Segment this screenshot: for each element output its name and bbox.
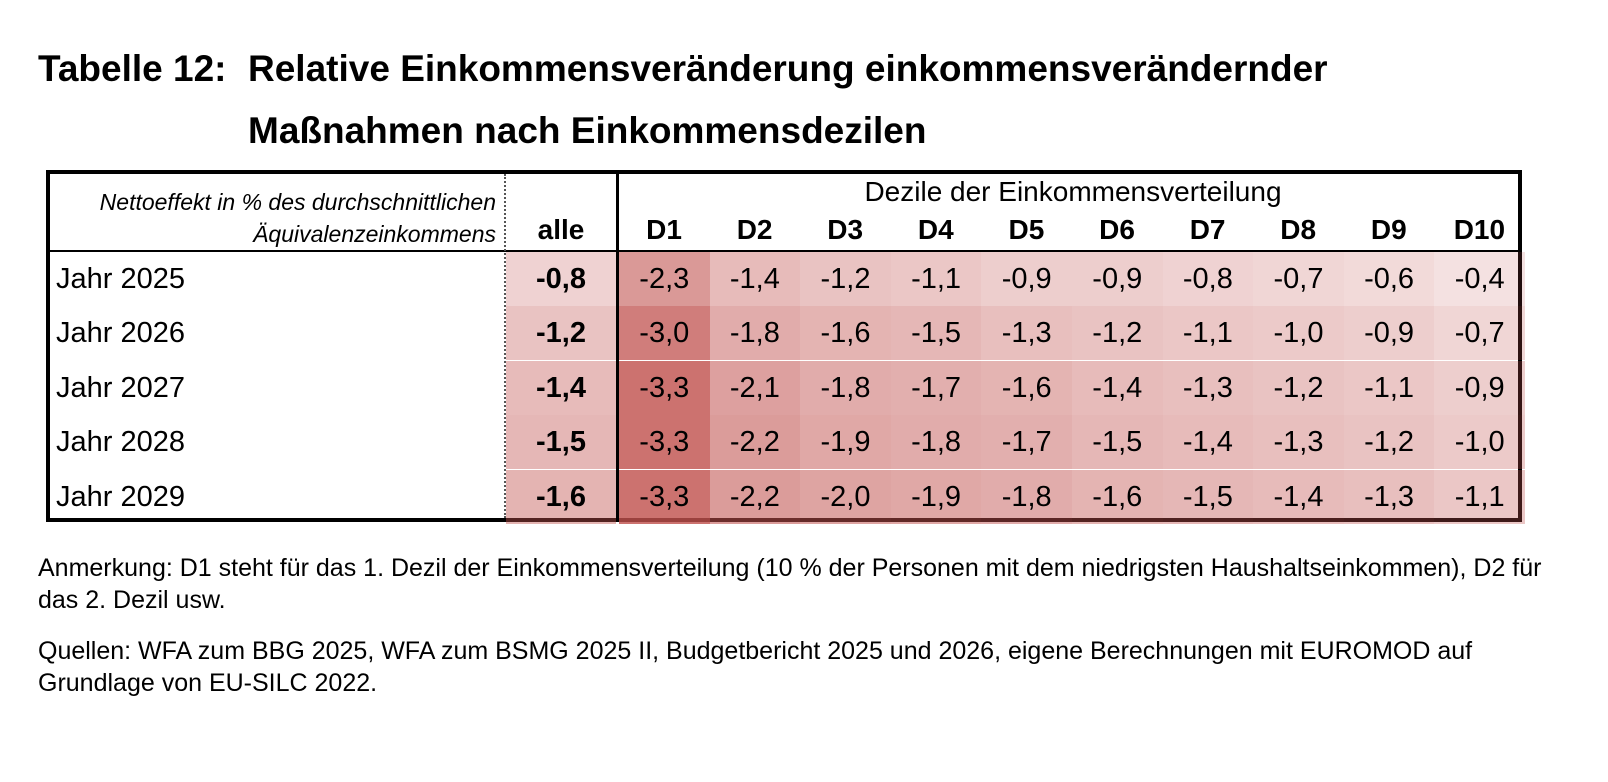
cell-d2: -2,2: [709, 415, 801, 470]
cell-d1: -3,3: [619, 415, 710, 470]
cell-d5: -1,3: [981, 306, 1072, 361]
cell-d4: -1,7: [890, 360, 982, 415]
column-header-d2: D2: [736, 214, 773, 245]
cell-d10: -1,0: [1434, 415, 1525, 470]
cell-d5: -0,9: [981, 252, 1072, 306]
cell-d6: -0,9: [1072, 252, 1163, 306]
cell-d6: -1,6: [1072, 469, 1163, 524]
deciles-title: Dezile der Einkommensverteilung: [864, 176, 1282, 207]
cell-d9: -0,9: [1343, 306, 1435, 361]
cell-d3: -1,9: [800, 415, 891, 470]
cell-d9: -0,6: [1343, 252, 1435, 306]
cell-d10: -0,9: [1434, 360, 1525, 415]
header-divider: [50, 250, 1518, 252]
cell-d5: -1,7: [981, 415, 1072, 470]
cell-d8: -1,2: [1253, 360, 1344, 415]
label-column-divider: [504, 174, 506, 518]
cell-d3: -1,6: [800, 306, 891, 361]
column-header-d1: D1: [646, 214, 682, 245]
cell-alle: -1,5: [506, 415, 616, 470]
cell-d2: -1,8: [709, 306, 801, 361]
cell-d6: -1,2: [1072, 306, 1163, 361]
cell-d2: -1,4: [709, 252, 801, 306]
header-note-line-2: Äquivalenzeinkommens: [253, 221, 496, 247]
cell-d8: -1,3: [1253, 415, 1344, 470]
cell-d2: -2,2: [709, 469, 801, 524]
cell-d2: -2,1: [709, 360, 801, 415]
cell-d3: -2,0: [800, 469, 891, 524]
cell-d9: -1,3: [1343, 469, 1435, 524]
column-header-d9: D9: [1370, 214, 1407, 245]
cell-d8: -1,0: [1253, 306, 1344, 361]
cell-d9: -1,1: [1343, 360, 1435, 415]
cell-d7: -0,8: [1162, 252, 1254, 306]
cell-d9: -1,2: [1343, 415, 1435, 470]
row-label: Jahr 2028: [56, 426, 185, 459]
cell-d7: -1,3: [1162, 360, 1254, 415]
cell-d4: -1,8: [890, 415, 982, 470]
cell-d6: -1,5: [1072, 415, 1163, 470]
column-header-d3: D3: [827, 214, 864, 245]
alle-column-divider: [616, 174, 619, 518]
column-header-d8: D8: [1280, 214, 1317, 245]
cell-d5: -1,6: [981, 360, 1072, 415]
cell-d8: -0,7: [1253, 252, 1344, 306]
title-line-2: Maßnahmen nach Einkommensdezilen: [248, 110, 927, 151]
cell-d1: -3,3: [619, 469, 710, 524]
cell-d1: -3,3: [619, 360, 710, 415]
cell-d4: -1,5: [890, 306, 982, 361]
column-header-d6: D6: [1099, 214, 1135, 245]
column-header-d5: D5: [1008, 214, 1045, 245]
column-header-d10: D10: [1453, 214, 1506, 245]
table-number: Tabelle 12:: [38, 48, 227, 89]
cell-d7: -1,5: [1162, 469, 1254, 524]
column-header-d4: D4: [917, 214, 954, 245]
note-quellen: Quellen: WFA zum BBG 2025, WFA zum BSMG …: [38, 637, 1473, 697]
column-header-alle: alle: [537, 214, 585, 245]
cell-d3: -1,8: [800, 360, 891, 415]
cell-alle: -1,2: [506, 306, 616, 361]
cell-d4: -1,1: [890, 252, 982, 306]
cell-alle: -1,4: [506, 360, 616, 415]
row-label: Jahr 2029: [56, 480, 185, 513]
header-note-line-1: Nettoeffekt in % des durchschnittlichen: [99, 189, 496, 215]
row-label: Jahr 2025: [56, 263, 185, 295]
cell-d5: -1,8: [981, 469, 1072, 524]
column-header-d7: D7: [1189, 214, 1226, 245]
cell-d6: -1,4: [1072, 360, 1163, 415]
cell-d8: -1,4: [1253, 469, 1344, 524]
cell-d10: -0,4: [1434, 252, 1525, 306]
cell-d7: -1,1: [1162, 306, 1254, 361]
row-label: Jahr 2027: [56, 371, 185, 404]
cell-alle: -1,6: [506, 469, 616, 524]
cell-d4: -1,9: [890, 469, 982, 524]
cell-d1: -3,0: [619, 306, 710, 361]
note-anmerkung: Anmerkung: D1 steht für das 1. Dezil der…: [38, 554, 1542, 614]
data-table: Nettoeffekt in % des durchschnittlichen …: [46, 170, 1525, 524]
cell-d10: -0,7: [1434, 306, 1525, 361]
cell-d7: -1,4: [1162, 415, 1254, 470]
cell-d1: -2,3: [619, 252, 710, 306]
row-label: Jahr 2026: [56, 317, 185, 350]
cell-d10: -1,1: [1434, 469, 1525, 524]
title-line-1: Relative Einkommensveränderung einkommen…: [248, 48, 1328, 89]
cell-alle: -0,8: [506, 252, 616, 306]
cell-d3: -1,2: [800, 252, 891, 306]
